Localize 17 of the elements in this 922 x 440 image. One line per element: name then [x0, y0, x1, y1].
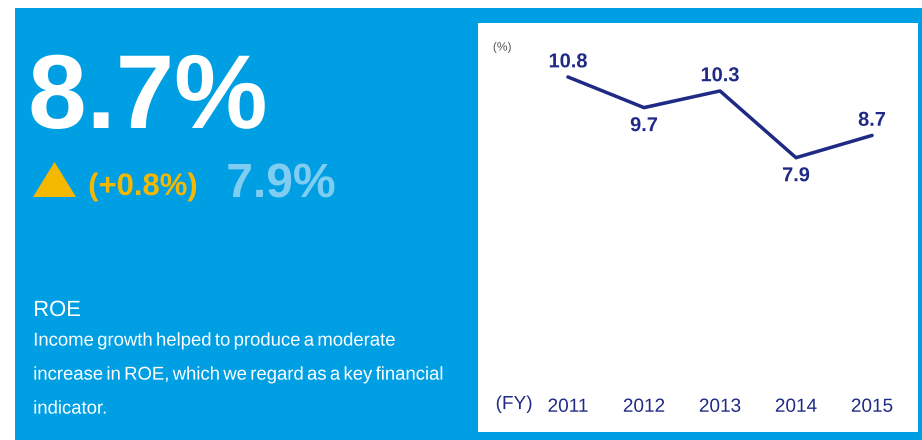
x-tick-label: 2013 [700, 398, 740, 412]
data-label: 9.7 [630, 117, 658, 132]
data-label: 7.9 [782, 167, 810, 182]
text: 7.9% [228, 163, 334, 198]
x-tick-label: 2012 [624, 398, 664, 412]
text: (+0.8%) [90, 172, 196, 202]
data-label: 10.3 [702, 67, 739, 82]
text: ROE [35, 300, 80, 316]
data-label: 8.7 [858, 112, 886, 126]
x-tick-label: 2014 [776, 398, 817, 412]
text: Income growth helped to produce a moderate increase in ROE, which we regard as a key financial indicator. [34, 332, 442, 414]
y-axis-title: (%) [494, 42, 511, 54]
x-axis-title: (FY) [496, 395, 532, 414]
text: 8.7% [32, 54, 265, 130]
data-label: 10.8 [550, 53, 587, 68]
x-tick-label: 2015 [852, 398, 892, 412]
x-tick-label: 2011 [548, 398, 588, 412]
